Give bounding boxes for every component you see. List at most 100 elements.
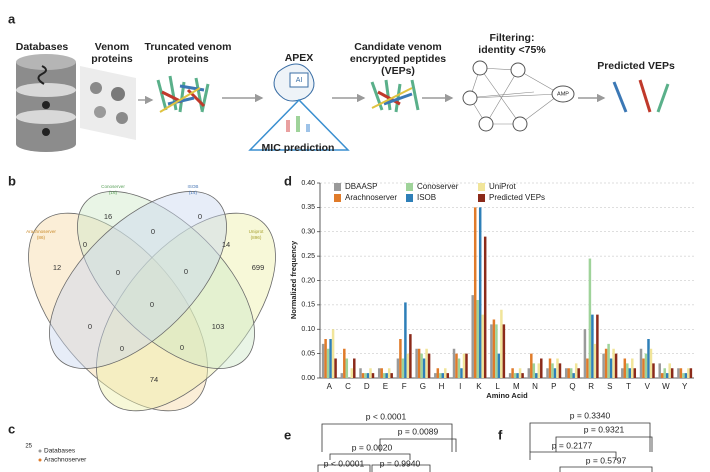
legend-swatch	[38, 458, 42, 462]
bar	[495, 324, 498, 378]
panel-letter: d	[284, 173, 292, 188]
legend-swatch	[406, 194, 413, 202]
legend-label: Arachnoserver	[345, 193, 397, 202]
legend-label: Databases	[44, 448, 76, 455]
p-value: p = 0.0089	[398, 426, 439, 436]
x-tick-label: N	[532, 382, 538, 391]
bar	[334, 358, 337, 378]
panel-letter: e	[284, 427, 291, 442]
bar	[621, 368, 624, 378]
bar	[425, 348, 428, 378]
bar	[540, 358, 543, 378]
y-axis-title: Normalized frequency	[289, 240, 298, 319]
set-name: Arachnoserver	[26, 229, 56, 234]
x-tick-label: Q	[569, 382, 575, 391]
bar	[455, 353, 458, 378]
bar	[345, 358, 349, 378]
bar	[553, 368, 557, 378]
step-label: Venom proteins	[91, 41, 133, 65]
bar	[500, 309, 503, 378]
bar	[623, 358, 627, 378]
bar	[465, 353, 468, 378]
p-value: p < 0.0001	[366, 411, 407, 421]
x-tick-label: V	[645, 382, 651, 391]
venn	[28, 191, 276, 412]
step-label: Filtering: identity <75%	[478, 32, 546, 56]
bar	[483, 236, 487, 378]
bar	[436, 368, 440, 378]
bar	[361, 373, 365, 378]
bar	[350, 368, 354, 378]
bar	[434, 373, 437, 378]
truncated-proteins-icon	[156, 75, 210, 113]
p-value: p < 0.0001	[324, 458, 365, 468]
bar	[492, 319, 496, 378]
bar	[687, 368, 690, 378]
bar	[518, 368, 522, 378]
bar	[649, 348, 653, 378]
step-label: Predicted VEPs	[597, 60, 675, 72]
x-tick-label: A	[327, 382, 333, 391]
apex-icon	[248, 63, 350, 151]
bar	[415, 348, 418, 378]
bar	[385, 373, 388, 378]
wrapped-labels: Venom proteins Truncated venom proteins Cand…	[91, 32, 546, 77]
bar	[665, 373, 669, 378]
bar	[679, 368, 683, 378]
bar	[614, 353, 618, 378]
bar	[497, 353, 501, 378]
bar	[626, 363, 629, 378]
bar	[478, 207, 482, 378]
bar	[473, 207, 477, 378]
step-label: Truncated venom proteins	[145, 41, 232, 65]
p-value: p = 0.3340	[570, 410, 611, 420]
bar	[387, 368, 391, 378]
bar	[340, 373, 344, 378]
legend-swatch	[38, 449, 42, 453]
bar	[444, 368, 447, 378]
y-tick-label: 0.05	[301, 350, 315, 357]
bar	[331, 329, 335, 378]
bar	[658, 363, 661, 378]
bar	[527, 368, 531, 378]
x-axis-title: Amino Acid	[486, 391, 528, 400]
bar	[460, 368, 463, 378]
region-count: 0	[88, 322, 92, 331]
bar	[401, 358, 405, 378]
p-value: p = 0.2177	[552, 440, 593, 450]
p-value: p = 0.9321	[584, 424, 625, 434]
bar	[607, 343, 610, 378]
bar	[530, 353, 533, 378]
bar	[569, 368, 573, 378]
bar	[420, 353, 423, 378]
bar	[602, 353, 605, 378]
bar	[593, 343, 597, 378]
legend-swatch	[406, 183, 413, 191]
bar	[516, 373, 519, 378]
bar	[682, 373, 685, 378]
bar	[508, 373, 512, 378]
bar	[556, 358, 559, 378]
x-tick-label: D	[364, 382, 370, 391]
database-icon	[16, 54, 76, 152]
significance-brackets	[317, 423, 457, 472]
bar	[502, 324, 506, 378]
legend-label: Conoserver	[417, 182, 459, 191]
bar	[359, 368, 362, 378]
x-tick-label: I	[459, 382, 461, 391]
legend-label: Predicted VEPs	[489, 193, 545, 202]
set-count: (14)	[189, 190, 198, 195]
p-value: p = 0.5797	[586, 455, 627, 465]
bar	[577, 368, 580, 378]
bar	[591, 314, 594, 378]
apex-icon-label: AI	[296, 77, 303, 84]
bar	[612, 348, 615, 378]
step-label: Candidate venom encrypted peptides (VEPs)	[350, 41, 446, 77]
region-count: 0	[150, 300, 154, 309]
region-count: 0	[180, 343, 184, 352]
bar	[476, 300, 479, 378]
region-count: 12	[53, 263, 61, 272]
step-label: APEX	[285, 52, 314, 64]
y-tick-label: 0.35	[301, 204, 315, 211]
